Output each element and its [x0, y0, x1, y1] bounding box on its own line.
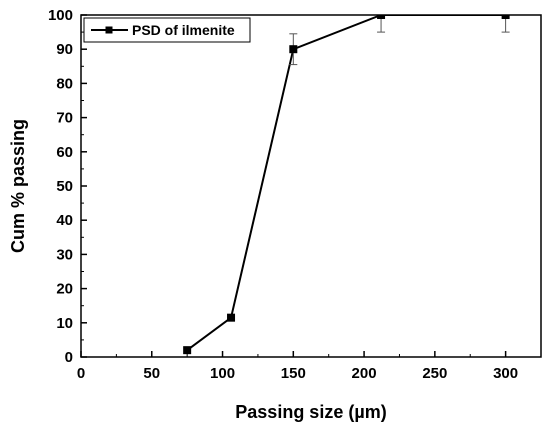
x-tick-label: 150 — [281, 365, 306, 382]
data-point — [377, 15, 386, 19]
x-axis-title: Passing size (µm) — [235, 402, 386, 422]
data-point — [227, 313, 236, 322]
data-point — [289, 45, 298, 54]
y-tick-label: 10 — [56, 315, 73, 332]
y-axis: 0 10 20 30 40 50 60 70 80 90 100 — [48, 7, 87, 366]
plot-frame — [80, 14, 542, 358]
y-tick-label: 30 — [56, 246, 73, 263]
y-tick-label: 0 — [65, 349, 73, 366]
data-point — [183, 346, 192, 355]
legend-marker — [105, 26, 113, 34]
x-tick-label: 100 — [210, 365, 235, 382]
x-tick-label: 250 — [422, 365, 447, 382]
legend: PSD of ilmenite — [83, 17, 251, 43]
x-axis: 0 50 100 150 200 250 300 — [77, 351, 518, 382]
x-tick-label: 300 — [493, 365, 518, 382]
y-axis-title: Cum % passing — [8, 119, 28, 253]
y-tick-label: 80 — [56, 75, 73, 92]
data-point — [501, 15, 510, 19]
y-tick-label: 50 — [56, 178, 73, 195]
y-tick-label: 70 — [56, 110, 73, 127]
series-layer — [183, 15, 510, 355]
x-tick-label: 50 — [143, 365, 160, 382]
x-tick-label: 0 — [77, 365, 85, 382]
y-tick-label: 60 — [56, 144, 73, 161]
series-line — [186, 15, 506, 351]
y-tick-label: 100 — [48, 7, 73, 24]
y-tick-label: 90 — [56, 41, 73, 58]
x-tick-label: 200 — [352, 365, 377, 382]
y-tick-label: 20 — [56, 281, 73, 298]
y-tick-label: 40 — [56, 212, 73, 229]
legend-label: PSD of ilmenite — [132, 22, 235, 38]
